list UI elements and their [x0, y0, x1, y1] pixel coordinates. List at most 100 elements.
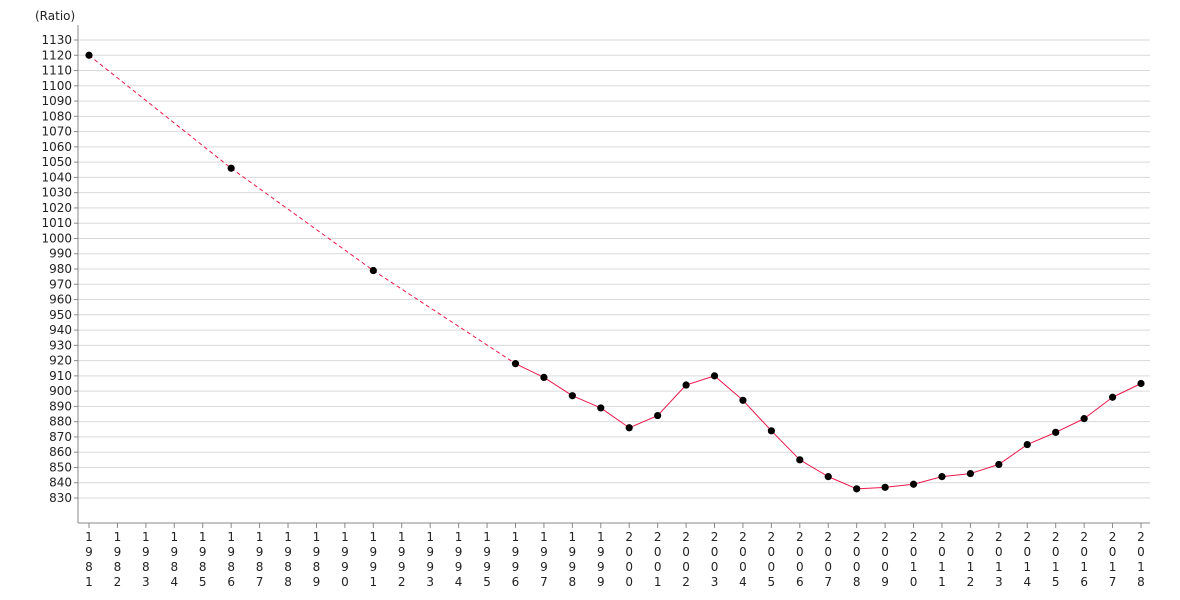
y-tick-label: 990	[49, 247, 72, 261]
line-segment	[600, 407, 630, 429]
line-segment	[714, 375, 744, 401]
data-point	[654, 411, 662, 420]
data-point	[1108, 393, 1117, 401]
y-tick-label: 950	[49, 308, 72, 322]
y-tick-label: 880	[49, 415, 72, 429]
line-segment	[1027, 431, 1056, 446]
y-tick-label: 960	[49, 293, 72, 307]
data-point	[1080, 415, 1088, 423]
y-tick-label: 1110	[41, 64, 72, 78]
y-tick-label: 1130	[41, 33, 72, 47]
y-tick-label: 1020	[41, 201, 72, 215]
y-axis-label: (Ratio)	[35, 9, 75, 23]
y-tick-label: 1050	[41, 155, 72, 169]
data-point	[1137, 379, 1145, 388]
y-tick-label: 940	[49, 323, 72, 337]
y-tick-label: 1060	[41, 140, 72, 154]
line-segment	[970, 463, 999, 475]
line-segment	[1055, 418, 1085, 433]
line-segment	[1083, 396, 1113, 420]
data-point	[909, 480, 918, 488]
data-point	[85, 51, 93, 59]
data-point	[625, 424, 633, 432]
line-segment	[685, 375, 715, 386]
data-point	[881, 483, 889, 491]
line-segment	[799, 459, 829, 478]
y-tick-label: 830	[49, 491, 72, 505]
y-tick-label: 840	[49, 476, 72, 490]
line-segment	[543, 376, 573, 397]
data-point	[853, 485, 861, 493]
line-segment	[629, 415, 658, 429]
data-point	[1052, 428, 1060, 436]
dashed-segment	[230, 167, 374, 271]
line-segment	[856, 486, 886, 490]
data-point	[767, 427, 775, 435]
line-segment	[941, 473, 971, 478]
y-tick-label: 850	[49, 460, 72, 474]
line-segment	[1112, 383, 1142, 398]
y-tick-label: 1100	[41, 79, 72, 93]
data-point	[227, 164, 235, 172]
y-tick-label: 870	[49, 430, 72, 444]
data-point	[568, 392, 576, 400]
data-point	[995, 460, 1003, 469]
data-point	[938, 473, 946, 481]
line-segment	[998, 444, 1028, 465]
y-tick-label: 970	[49, 277, 72, 291]
y-tick-label: 860	[49, 445, 72, 459]
line-segment	[515, 363, 545, 378]
data-point	[511, 360, 520, 368]
line-segment	[572, 395, 601, 409]
y-tick-label: 930	[49, 338, 72, 352]
data-point	[1023, 440, 1031, 449]
y-tick-label: 920	[49, 354, 72, 368]
y-tick-label: 1070	[41, 125, 72, 139]
dashed-segment	[373, 270, 516, 365]
data-point	[796, 456, 804, 464]
data-point	[597, 404, 605, 412]
y-tick-label: 890	[49, 399, 72, 413]
data-point	[682, 381, 690, 389]
y-tick-label: 900	[49, 384, 72, 398]
y-tick-label: 1030	[41, 186, 72, 200]
y-tick-label: 1040	[41, 170, 72, 184]
dashed-segment	[88, 54, 232, 169]
y-tick-label: 1010	[41, 216, 72, 230]
line-segment	[771, 430, 801, 461]
